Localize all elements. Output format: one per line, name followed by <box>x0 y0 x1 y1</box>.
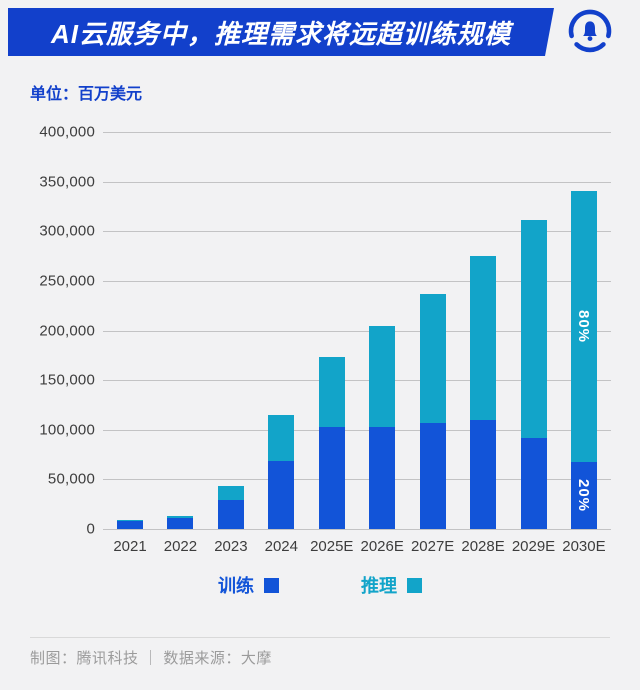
bar-column-2025E: 2025E <box>309 132 355 555</box>
x-tick-label-2028E: 2028E <box>461 538 505 555</box>
y-tick-label: 200,000 <box>39 322 95 339</box>
bar-column-2027E: 2027E <box>410 132 456 555</box>
y-tick-label: 400,000 <box>39 123 95 141</box>
bar-2028E <box>470 256 497 529</box>
bar-2023 <box>217 486 244 529</box>
legend-item-train: 训练 <box>218 572 279 598</box>
bar-2025E <box>318 357 345 529</box>
legend: 训练 推理 <box>0 572 640 598</box>
legend-label-inference: 推理 <box>361 576 397 596</box>
x-tick-label-2029E: 2029E <box>511 538 556 555</box>
gridline <box>103 479 611 481</box>
bar-segment-inference-2027E <box>419 293 446 423</box>
bar-2026E <box>369 325 396 529</box>
y-tick-label: 150,000 <box>39 371 95 389</box>
footer-divider <box>30 637 610 638</box>
gridline <box>103 231 611 233</box>
y-tick-label: 300,000 <box>39 222 95 240</box>
bar-segment-inference-2028E <box>470 256 497 420</box>
x-tick-label-2026E: 2026E <box>360 538 404 555</box>
bar-segment-train-2022 <box>167 518 194 529</box>
plot-area <box>103 132 611 530</box>
x-tick-label-2024: 2024 <box>264 538 298 555</box>
bar-segment-train-2030E: 20% <box>570 461 597 529</box>
bar-2030E: 20% 80% <box>570 190 597 529</box>
bar-segment-inference-2029E <box>520 220 547 438</box>
tencent-tech-bell-logo-icon <box>568 9 612 53</box>
bar-2022 <box>167 516 194 529</box>
bar-column-2023: 2023 <box>208 132 254 555</box>
x-tick-label-2021: 2021 <box>113 538 147 555</box>
bar-column-2024: 2024 <box>258 132 304 555</box>
bar-segment-inference-2023 <box>217 486 244 501</box>
percentage-label: 80% <box>575 309 593 343</box>
bar-segment-inference-2025E <box>318 357 345 427</box>
bar-column-2021: 2021 <box>107 132 153 555</box>
bar-segment-train-2024 <box>268 460 295 529</box>
bar-column-2022: 2022 <box>157 132 203 555</box>
bar-2021 <box>117 520 143 529</box>
y-tick-label: 350,000 <box>39 173 95 191</box>
x-tick-label-2023: 2023 <box>214 538 248 555</box>
bar-column-2030E: 20% 80% 2030E <box>561 132 607 555</box>
bar-segment-inference-2021 <box>117 520 143 522</box>
bar-segment-inference-2030E: 80% <box>570 190 597 462</box>
bar-segment-train-2023 <box>217 500 244 529</box>
y-tick-label: 50,000 <box>47 470 95 488</box>
title-banner: AI云服务中，推理需求将远超训练规模 <box>8 8 554 56</box>
bar-column-2026E: 2026E <box>359 132 405 555</box>
x-tick-label-2025E: 2025E <box>310 538 354 555</box>
gridline <box>103 380 611 382</box>
legend-item-inference: 推理 <box>361 572 422 598</box>
gridline <box>103 529 611 530</box>
gridline <box>103 181 611 183</box>
bar-2027E <box>419 293 446 529</box>
bar-segment-train-2025E <box>318 426 345 529</box>
x-tick-label-2030E: 2030E <box>562 538 606 555</box>
legend-swatch-train <box>264 577 279 593</box>
bar-segment-inference-2022 <box>167 516 194 519</box>
unit-label: 单位：百万美元 <box>30 86 143 103</box>
y-tick-label: 250,000 <box>39 272 95 290</box>
y-axis: 0 50,000 100,000 150,000 200,000 250,000 300,0… <box>0 124 95 538</box>
bar-segment-inference-2026E <box>369 325 396 427</box>
x-tick-label-2027E: 2027E <box>410 538 455 555</box>
percentage-label: 20% <box>575 478 593 512</box>
bar-chart: 0 50,000 100,000 150,000 200,000 250,000 300,0… <box>0 124 611 555</box>
bar-segment-train-2029E <box>520 437 547 529</box>
source-note: 制图：腾讯科技 ｜ 数据来源：大摩 <box>30 650 272 667</box>
gridline <box>103 280 611 282</box>
bar-segment-train-2027E <box>419 422 446 529</box>
y-tick-label: 100,000 <box>39 421 95 439</box>
bar-column-2029E: 2029E <box>511 132 557 555</box>
bar-2029E <box>520 220 547 529</box>
bar-segment-inference-2024 <box>268 414 295 461</box>
page-title: AI云服务中，推理需求将远超训练规模 <box>50 18 511 49</box>
bar-segment-train-2026E <box>369 426 396 529</box>
bars-and-x-axis: 2021 2022 2023 2024 2025E 2026E 2027E 2028E 2029… <box>103 132 611 555</box>
bar-segment-train-2021 <box>117 521 143 529</box>
bar-column-2028E: 2028E <box>460 132 506 555</box>
legend-swatch-inference <box>407 577 422 593</box>
x-tick-label-2022: 2022 <box>163 538 198 555</box>
bar-2024 <box>268 414 295 529</box>
bar-segment-train-2028E <box>470 419 497 529</box>
legend-label-train: 训练 <box>218 576 254 596</box>
gridline <box>103 132 611 133</box>
gridline <box>103 429 611 431</box>
y-tick-label: 0 <box>86 520 95 538</box>
gridline <box>103 330 611 332</box>
